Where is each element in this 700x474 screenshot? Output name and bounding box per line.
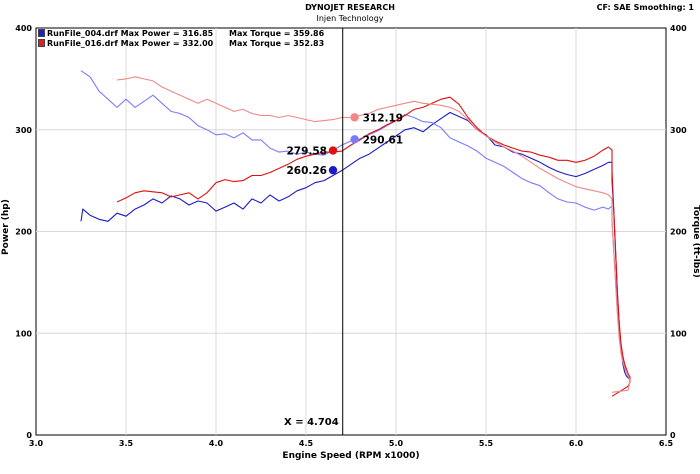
legend-max-power: Max Power = 332.00 [120, 39, 214, 48]
annotation-value: 279.58 [286, 146, 327, 158]
annotation-marker [328, 146, 338, 155]
y-tick-label-right: 200 [670, 228, 687, 237]
legend-max-torque: Max Torque = 352.83 [229, 39, 325, 48]
right-axis-ticks: 0 100 200 300 400 [670, 24, 687, 440]
y-tick-label-left: 300 [15, 126, 32, 135]
legend-swatch [38, 39, 45, 47]
annotation-value: 290.61 [363, 134, 404, 146]
annotations: 312.19 290.61 279.58 260.26 [286, 112, 403, 177]
annotation-marker [350, 135, 359, 144]
y-tick-label-right: 300 [670, 126, 687, 135]
cursor-group[interactable]: X = 4.704 [284, 28, 344, 435]
series-line-runfile-004-drf-power [80, 111, 631, 382]
x-tick-label: 5.0 [389, 439, 404, 448]
y-tick-label-left: 0 [26, 431, 32, 440]
annotation-marker [350, 113, 359, 122]
legend-max-torque: Max Torque = 359.86 [229, 29, 325, 38]
series-line-runfile-016-drf-power [116, 96, 631, 397]
x-axis-title: Engine Speed (RPM x1000) [282, 451, 420, 461]
x-tick-label: 5.5 [479, 439, 494, 448]
x-tick-label: 4.5 [299, 439, 314, 448]
chart-subtitle: Injen Technology [316, 14, 384, 23]
series-line-runfile-016-drf-torque [116, 76, 631, 393]
legend-entry-run-016: RunFile_016.drf Max Power = 332.00 Max To… [38, 39, 324, 48]
annotation-value: 312.19 [363, 112, 404, 124]
y-tick-label-right: 100 [670, 329, 687, 338]
legend-file: RunFile_004.drf [47, 29, 118, 38]
cursor-readout: X = 4.704 [284, 417, 339, 428]
series-group [80, 70, 631, 397]
y-tick-label-left: 200 [15, 228, 32, 237]
legend-entry-run-004: RunFile_004.drf Max Power = 316.85 Max To… [38, 29, 324, 38]
x-tick-label: 4.0 [209, 439, 224, 448]
y-axis-title-left: Power (hp) [1, 199, 11, 255]
annotation-value: 260.26 [286, 165, 327, 177]
legend-max-power: Max Power = 316.85 [120, 29, 214, 38]
legend-swatch [38, 29, 45, 37]
x-tick-label: 3.0 [29, 439, 44, 448]
y-tick-label-left: 100 [15, 329, 32, 338]
annotation-marker [328, 165, 338, 175]
x-tick-label: 6.5 [659, 439, 674, 448]
grid [36, 28, 666, 435]
y-tick-label-right: 0 [670, 431, 676, 440]
y-tick-label-left: 400 [15, 24, 32, 33]
left-axis-ticks: 0 100 200 300 400 [15, 24, 32, 440]
x-tick-label: 6.0 [569, 439, 584, 448]
y-axis-title-right: Torque (ft-lbs) [691, 205, 700, 278]
legend-file: RunFile_016.drf [47, 39, 118, 48]
x-axis-ticks: 3.0 3.5 4.0 4.5 5.0 5.5 6.0 6.5 [29, 439, 674, 448]
settings-readout: CF: SAE Smoothing: 1 [596, 3, 694, 12]
y-tick-label-right: 400 [670, 24, 687, 33]
chart-title: DYNOJET RESEARCH [305, 3, 395, 12]
x-tick-label: 3.5 [119, 439, 134, 448]
